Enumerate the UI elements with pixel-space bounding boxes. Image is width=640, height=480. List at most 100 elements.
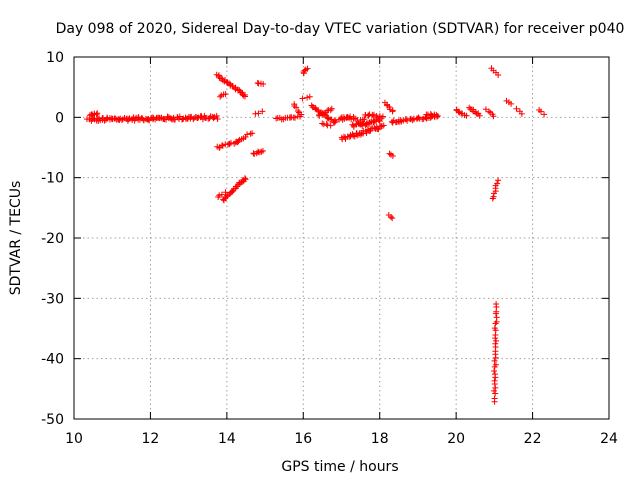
data-point: [375, 126, 382, 133]
y-tick-label: -20: [41, 231, 64, 247]
data-point: [491, 395, 498, 402]
data-point: [513, 105, 520, 112]
data-point: [427, 111, 434, 118]
data-point: [304, 94, 311, 101]
data-point: [249, 130, 256, 137]
x-tick-label: 20: [447, 431, 465, 447]
data-point: [255, 110, 262, 117]
data-point: [222, 91, 229, 98]
data-point: [242, 176, 249, 183]
data-point: [370, 119, 377, 126]
data-point: [492, 361, 499, 368]
y-tick-label: -30: [41, 291, 64, 307]
data-point: [217, 93, 224, 100]
data-point: [218, 142, 225, 149]
y-tick-label: -10: [41, 171, 64, 187]
data-point: [386, 150, 393, 157]
data-point: [491, 371, 498, 378]
x-tick-label: 14: [218, 431, 236, 447]
data-point: [491, 325, 498, 332]
data-point: [389, 153, 396, 160]
data-point: [493, 300, 500, 307]
axis-ticks: 10 12 14 16 18 20 22 24 -50 -40 -30 -20 -10 0 10: [41, 50, 618, 447]
data-points: [83, 65, 548, 405]
y-tick-label: 10: [46, 50, 64, 66]
data-point: [216, 144, 223, 151]
data-point: [491, 387, 498, 394]
data-point: [463, 112, 470, 119]
data-point: [491, 377, 498, 384]
data-point: [491, 368, 498, 375]
data-point: [415, 114, 422, 121]
data-point: [247, 130, 254, 137]
data-point: [292, 114, 298, 121]
data-point: [163, 116, 170, 123]
data-point: [241, 93, 248, 100]
data-point: [254, 79, 261, 86]
data-point: [434, 112, 441, 119]
y-tick-label: -40: [41, 352, 64, 368]
data-point: [361, 116, 368, 123]
data-point: [179, 116, 186, 123]
data-point: [298, 111, 305, 118]
x-axis-label: GPS time / hours: [281, 459, 398, 475]
data-point: [331, 117, 338, 124]
data-point: [492, 340, 499, 347]
x-tick-label: 16: [294, 431, 312, 447]
x-tick-label: 22: [524, 431, 542, 447]
data-point: [493, 337, 500, 344]
x-tick-label: 10: [65, 431, 83, 447]
data-point: [214, 116, 221, 123]
data-point: [316, 111, 323, 118]
grid: [74, 57, 609, 419]
data-point: [493, 314, 500, 321]
data-point: [518, 110, 525, 117]
y-tick-label: 0: [55, 110, 64, 126]
x-tick-label: 18: [371, 431, 389, 447]
data-point: [485, 108, 492, 115]
data-point: [482, 106, 489, 113]
data-point: [218, 191, 225, 198]
data-point: [295, 108, 302, 115]
data-point: [332, 118, 339, 125]
data-point: [494, 180, 501, 187]
data-point: [476, 112, 483, 119]
data-point: [216, 192, 223, 199]
data-point: [304, 65, 311, 72]
data-point: [491, 357, 498, 364]
data-point: [379, 113, 386, 120]
data-point: [495, 71, 502, 78]
data-point: [389, 108, 396, 115]
data-point: [93, 111, 100, 118]
data-point: [490, 113, 497, 120]
data-point: [323, 121, 330, 128]
data-point: [244, 131, 251, 138]
chart-title: Day 098 of 2020, Sidereal Day-to-day VTE…: [56, 21, 625, 37]
data-point: [492, 384, 499, 391]
data-point: [306, 93, 313, 100]
data-point: [327, 122, 334, 129]
data-point: [135, 114, 142, 120]
data-point: [389, 215, 396, 222]
data-point: [319, 120, 326, 127]
data-point: [327, 107, 334, 114]
x-tick-label: 24: [600, 431, 618, 447]
data-point: [537, 108, 544, 115]
data-point: [299, 95, 306, 102]
data-point: [260, 80, 267, 87]
data-point: [397, 117, 404, 124]
data-point: [213, 112, 220, 119]
data-point: [259, 108, 266, 115]
data-point: [194, 114, 201, 121]
data-point: [541, 111, 548, 118]
data-point: [235, 138, 242, 145]
data-point: [380, 122, 387, 129]
data-point: [241, 175, 248, 182]
data-point: [365, 112, 372, 119]
y-axis-label: SDTVAR / TECUs: [8, 181, 24, 296]
data-point: [94, 110, 101, 117]
data-point: [210, 115, 217, 122]
y-tick-label: -50: [41, 412, 64, 428]
data-point: [360, 127, 367, 134]
